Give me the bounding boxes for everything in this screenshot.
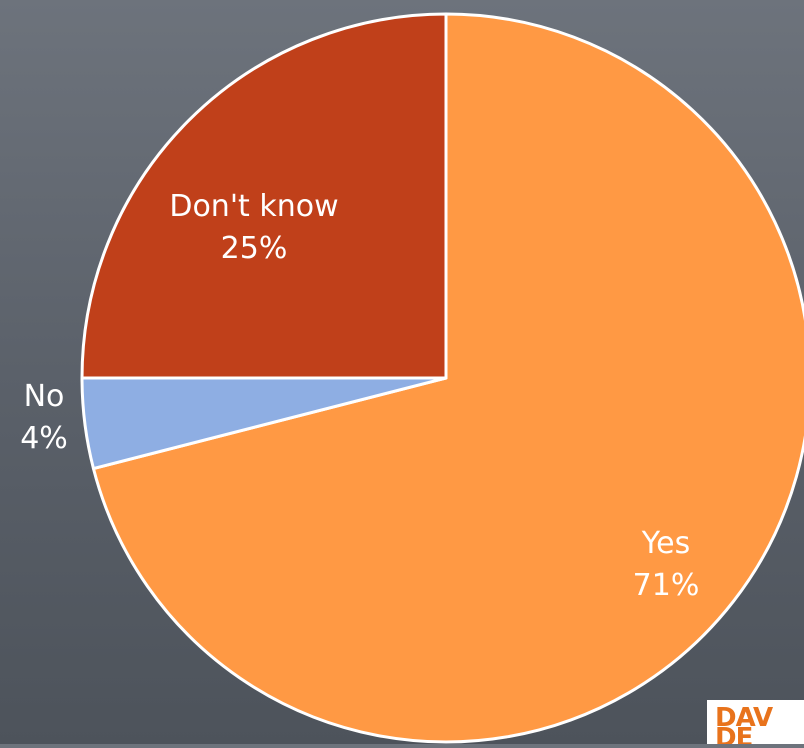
slice-label-don-t-know: Don't know bbox=[169, 189, 338, 224]
logo-text: DAV DE bbox=[715, 703, 773, 744]
pie-slice-yes bbox=[91, 12, 804, 744]
pie-slices bbox=[80, 12, 804, 744]
slice-percent-don-t-know: 25% bbox=[221, 231, 288, 266]
slice-percent-no: 4% bbox=[20, 421, 68, 456]
pie-slice-don-t-know bbox=[80, 12, 448, 380]
logo: DAV DE bbox=[707, 700, 804, 744]
slice-label-no: No bbox=[24, 379, 65, 414]
pie-labels: Yes 71% No 4% Don't know 25% bbox=[20, 189, 699, 603]
slice-label-yes: Yes bbox=[641, 526, 690, 561]
slice-percent-yes: 71% bbox=[633, 568, 700, 603]
